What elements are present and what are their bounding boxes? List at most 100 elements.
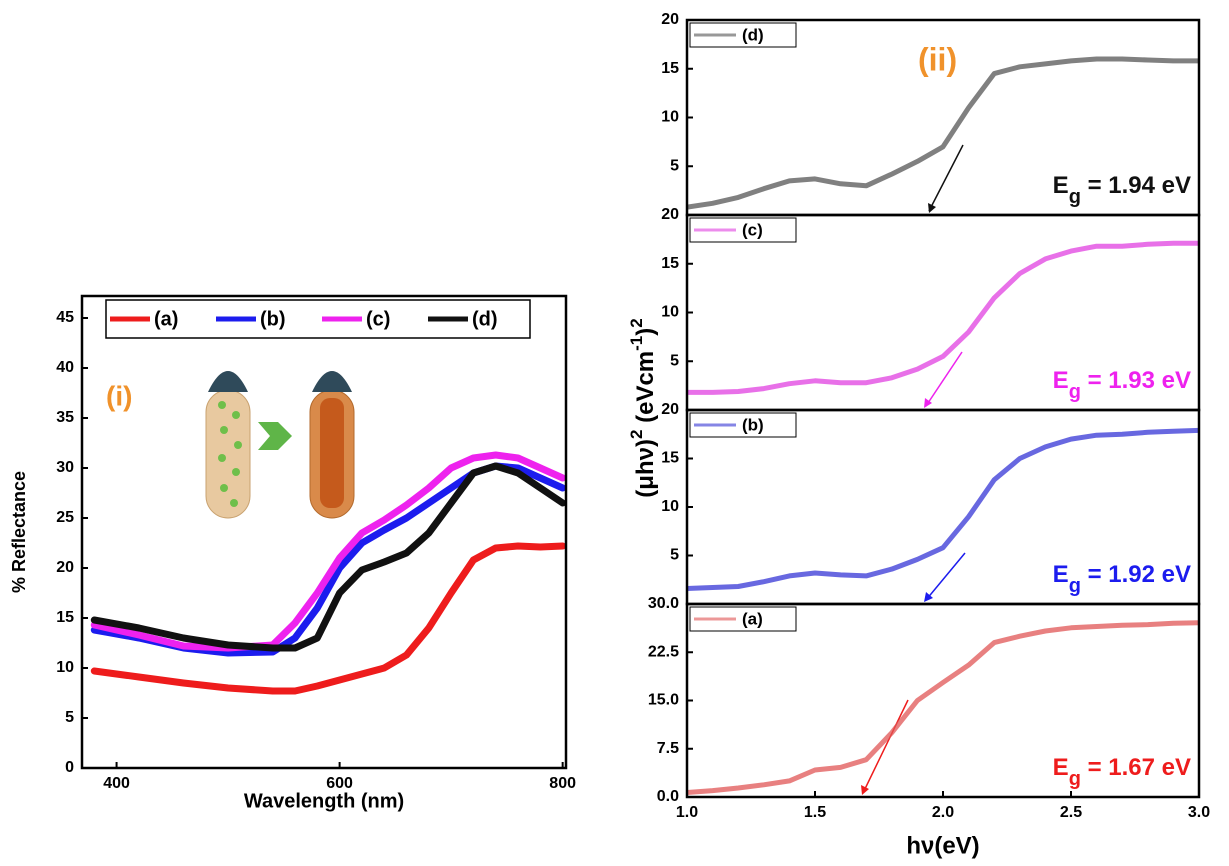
y-axis-label: (μhν)2 (eVcm-1)2 [627,318,659,497]
eg-arrow [925,351,963,407]
y-axis-label-part: -1 [627,336,646,351]
y-tick-label: 20 [661,206,679,223]
band-gap-label-part: g [1069,381,1081,403]
series-line [687,620,1199,795]
band-gap-label-part: E [1053,754,1069,781]
tube-illustration [205,371,355,519]
y-tick-label: 0.0 [657,788,679,805]
eg-arrow [862,699,909,794]
x-tick-label: 2.5 [1060,804,1082,821]
plot-area [687,56,1199,210]
y-tick-label: 30 [56,459,74,476]
plot-frame [80,294,568,770]
x-axis-label: hν(eV) [906,832,979,859]
y-tick-label: 5 [65,709,74,726]
y-tick-label: 15 [661,60,679,77]
series-line [90,462,566,652]
legend-label: (d) [472,308,498,330]
panel-label: (i) [106,380,132,411]
plot-area [687,620,1199,795]
y-tick-label: 20 [661,401,679,418]
y-tick-label: 15.0 [648,692,679,709]
band-gap-label-part: g [1069,186,1081,208]
series-line [687,427,1199,591]
series-line [687,240,1199,395]
y-axis-label-part: (eVcm [632,351,659,430]
y-tick-label: 15 [661,450,679,467]
eg-arrowhead [924,398,932,408]
band-gap-label-part: = 1.67 eV [1081,754,1191,781]
band-gap-label-part: = 1.92 eV [1081,561,1191,588]
y-tick-label: 15 [56,609,74,626]
tube-cap [208,371,248,392]
panel-label: (ii) [918,41,957,77]
legend-label: (a) [742,609,763,628]
tube-dots [218,401,242,507]
y-tick-label: 10 [661,109,679,126]
legend-label: (d) [742,25,764,44]
legend-label: (b) [742,415,764,434]
y-axis-label-part: 2 [627,430,646,439]
y-tick-label: 30.0 [648,595,679,612]
x-tick-label: 2.0 [932,804,954,821]
y-tick-label: 10 [661,304,679,321]
tube-fill [320,398,344,508]
band-gap-label: Eg = 1.94 eV [1053,172,1191,208]
plot-area [90,451,566,695]
x-tick-label: 800 [549,775,576,792]
eg-arrows [861,144,966,795]
plot-area [687,427,1199,591]
tube-before [205,389,251,519]
band-gap-label-part: E [1053,367,1069,394]
eg-arrowhead [924,592,933,602]
eg-arrowhead [861,785,869,795]
x-tick-label: 600 [326,775,353,792]
eg-arrowhead [928,203,936,213]
band-gap-label-part: = 1.94 eV [1081,172,1191,199]
y-axis-label: % Reflectance [9,471,29,593]
y-axis-label-part: (μhν) [632,439,659,498]
y-tick-label: 7.5 [657,740,679,757]
y-tick-label: 20 [661,11,679,28]
y-tick-label: 22.5 [648,643,679,660]
band-gap-label: Eg = 1.67 eV [1053,754,1191,790]
y-tick-label: 15 [661,255,679,272]
tube-cap [312,371,352,392]
y-tick-label: 45 [56,309,74,326]
y-axis-label-part: ) [632,328,659,336]
eg-arrow [928,144,964,212]
x-tick-label: 1.0 [676,804,698,821]
x-axis-label: Wavelength (nm) [244,790,404,812]
y-tick-label: 25 [56,509,74,526]
y-tick-label: 10 [661,498,679,515]
legend-label: (a) [154,308,178,330]
band-gap-label: Eg = 1.92 eV [1053,561,1191,597]
y-tick-label: 35 [56,409,74,426]
y-tick-label: 0 [65,759,74,776]
plot-area [687,240,1199,395]
series-line [687,56,1199,210]
band-gap-label-part: g [1069,575,1081,597]
band-gap-label-part: E [1053,172,1069,199]
y-tick-label: 40 [56,359,74,376]
eg-arrow [925,552,966,601]
arrow-chevron [258,422,292,450]
y-axis-label-part: 2 [627,318,646,327]
band-gap-label: Eg = 1.93 eV [1053,367,1191,403]
x-tick-label: 400 [103,775,130,792]
y-tick-label: 5 [670,547,679,564]
legend-label: (c) [366,308,390,330]
plot-frame [685,602,1201,799]
y-tick-label: 10 [56,659,74,676]
band-gap-label-part: = 1.93 eV [1081,367,1191,394]
series-line [90,542,566,695]
band-gap-label-part: g [1069,768,1081,790]
x-tick-label: 3.0 [1188,804,1210,821]
band-gap-label-part: E [1053,561,1069,588]
y-tick-label: 5 [670,352,679,369]
x-tick-label: 1.5 [804,804,826,821]
y-tick-label: 20 [56,559,74,576]
series-line [90,451,566,652]
